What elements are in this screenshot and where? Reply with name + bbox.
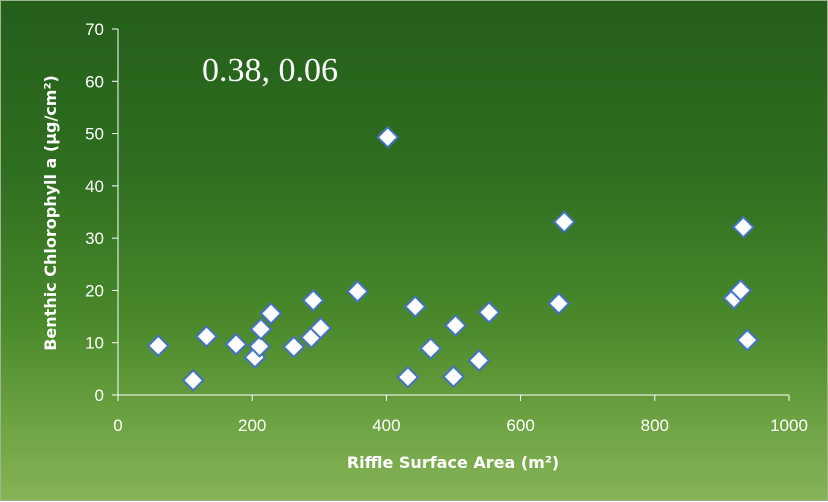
y-tick-label: 20: [85, 281, 104, 300]
data-point: [248, 334, 271, 358]
x-tick-label: 200: [238, 416, 266, 435]
y-tick-labels: 0 10 20 30 40 50 60 70: [85, 20, 104, 405]
data-point: [259, 302, 283, 325]
data-point: [396, 365, 420, 389]
data-point: [224, 332, 248, 356]
x-tick-label: 800: [641, 416, 669, 435]
data-point: [195, 325, 218, 348]
x-tick-label: 400: [372, 416, 400, 435]
annotation-text: 0.38, 0.06: [202, 52, 338, 89]
data-point: [731, 215, 755, 239]
y-tick-label: 70: [85, 20, 104, 39]
x-tick-label: 1000: [770, 416, 808, 435]
y-axis-title: Benthic Chlorophyll a (µg/cm²): [41, 75, 60, 351]
data-point: [403, 295, 427, 319]
y-tick-label: 0: [95, 386, 104, 405]
data-point: [467, 349, 491, 372]
data-point: [301, 288, 325, 312]
data-point: [729, 279, 753, 302]
data-point: [735, 328, 759, 352]
data-point: [477, 300, 501, 324]
data-point: [181, 368, 205, 392]
data-point: [282, 335, 306, 359]
x-axis-title: Riffle Surface Area (m²): [347, 453, 559, 472]
y-tick-label: 30: [85, 229, 104, 248]
y-tick-label: 50: [85, 125, 104, 144]
axes: [112, 28, 790, 401]
x-tick-labels: 0 200 400 600 800 1000: [113, 416, 808, 435]
x-tick-label: 0: [113, 416, 122, 435]
y-tick-label: 60: [85, 72, 104, 91]
data-point: [376, 125, 400, 149]
data-point: [146, 334, 170, 358]
y-tick-label: 40: [85, 177, 104, 196]
y-tick-label: 10: [85, 334, 104, 353]
data-point: [419, 337, 443, 360]
data-point: [444, 314, 467, 337]
data-points: [146, 125, 759, 392]
data-point: [249, 317, 273, 341]
data-point: [442, 365, 465, 389]
data-point: [552, 210, 576, 234]
data-point: [346, 280, 369, 303]
x-tick-label: 600: [506, 416, 534, 435]
data-point: [309, 316, 333, 340]
data-point: [547, 292, 571, 315]
